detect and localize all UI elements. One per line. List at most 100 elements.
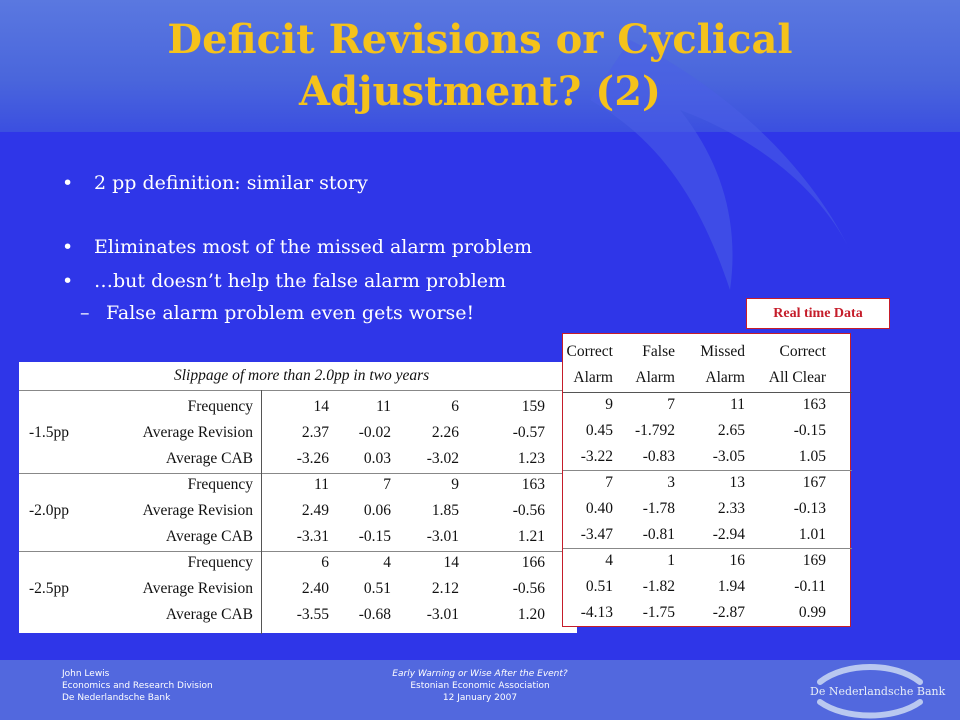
background-swoosh (590, 40, 850, 290)
column-header: Alarm (635, 369, 675, 386)
table-cell: -3.22 (580, 448, 613, 465)
table-cell: 1.94 (717, 578, 745, 595)
table-cell: -0.02 (358, 424, 391, 441)
table-rule (19, 390, 577, 391)
table-cell: 2.49 (301, 502, 329, 519)
table-cell: 166 (521, 554, 545, 571)
slide-title: Deficit Revisions or Cyclical Adjustment… (0, 14, 960, 118)
column-header: Correct (779, 343, 826, 360)
footer-author-name: John Lewis (62, 669, 110, 679)
table-cell: 0.45 (585, 422, 613, 439)
column-header: Correct (566, 343, 613, 360)
table-cell: 163 (521, 476, 545, 493)
table-cell: -1.792 (634, 422, 675, 439)
table-cell: -3.31 (296, 528, 329, 545)
table-cell: 7 (667, 396, 675, 413)
table-cell: -3.55 (296, 606, 329, 623)
table-cell: -0.81 (642, 526, 675, 543)
table-cell: -3.01 (426, 606, 459, 623)
measure-label: Average CAB (165, 450, 253, 467)
footer-author: John Lewis Economics and Research Divisi… (62, 668, 213, 704)
table-cell: 2.40 (301, 580, 329, 597)
measure-label: Average Revision (142, 580, 253, 597)
column-header: All Clear (768, 369, 826, 386)
measure-label: Frequency (187, 554, 253, 571)
table-cell: 1 (667, 552, 675, 569)
table-cell: 4 (383, 554, 391, 571)
real-time-data-label: Real time Data (746, 298, 890, 329)
slide-title-line-1: Deficit Revisions or Cyclical (167, 16, 793, 63)
group-label: -2.0pp (29, 502, 70, 519)
table-cell: 1.05 (798, 448, 826, 465)
table-cell: -1.75 (642, 604, 675, 621)
footer-institution: De Nederlandsche Bank (62, 693, 171, 703)
table-cell: -3.01 (426, 528, 459, 545)
sub-bullet-text: False alarm problem even gets worse! (106, 302, 475, 324)
table-cell: -3.05 (712, 448, 745, 465)
table-cell: -2.94 (712, 526, 745, 543)
table-cell: 0.03 (363, 450, 391, 467)
group-divider (563, 548, 852, 549)
bullet-symbol: • (62, 236, 74, 258)
bullet-symbol: • (62, 270, 74, 292)
table-cell: 16 (729, 552, 746, 569)
table-cell: 11 (314, 476, 329, 493)
table-cell: -1.78 (642, 500, 675, 517)
table-cell: 0.99 (798, 604, 826, 621)
column-header: False (642, 343, 675, 360)
table-cell: 2.26 (431, 424, 459, 441)
dnb-logo-icon (817, 664, 923, 719)
footer-date: 12 January 2007 (442, 693, 518, 703)
table-cell: -2.87 (712, 604, 745, 621)
group-label: -2.5pp (29, 580, 70, 597)
group-divider (19, 473, 577, 474)
header-rule (563, 392, 852, 393)
bullet-text: …but doesn’t help the false alarm proble… (94, 270, 507, 292)
title-band (0, 0, 960, 132)
table-cell: 7 (383, 476, 391, 493)
table-cell: 0.51 (585, 578, 613, 595)
table-cell: 2.33 (717, 500, 745, 517)
group-divider (19, 551, 577, 552)
table-cell: -4.13 (580, 604, 613, 621)
table-cell: 9 (605, 396, 613, 413)
table-cell: 1.20 (517, 606, 545, 623)
table-cell: -0.83 (642, 448, 675, 465)
table-cell: 0.40 (585, 500, 613, 517)
sub-bullet-symbol: – (80, 302, 90, 324)
measure-label: Average Revision (142, 502, 253, 519)
footer: John Lewis Economics and Research Divisi… (0, 660, 960, 720)
table-cell: 7 (605, 474, 613, 491)
table-cell: 1.23 (517, 450, 545, 467)
table-cell: 2.65 (717, 422, 745, 439)
table-cell: 2.37 (301, 424, 329, 441)
table-cell: -0.15 (358, 528, 391, 545)
measure-label: Frequency (187, 398, 253, 415)
table-caption: Slippage of more than 2.0pp in two years (174, 367, 430, 384)
group-divider (563, 470, 852, 471)
table-cell: 169 (802, 552, 826, 569)
table-cell: -0.15 (793, 422, 826, 439)
bullet-text: 2 pp definition: similar story (94, 172, 368, 194)
table-cell: 14 (443, 554, 460, 571)
slippage-table: Slippage of more than 2.0pp in two years… (19, 362, 577, 634)
table-cell: 159 (521, 398, 545, 415)
table-cell: 0.06 (363, 502, 391, 519)
measure-label: Average CAB (165, 528, 253, 545)
table-cell: 9 (451, 476, 459, 493)
table-cell: -0.13 (793, 500, 826, 517)
column-divider (261, 390, 262, 634)
table-cell: 6 (451, 398, 459, 415)
column-header: Missed (700, 343, 745, 360)
footer-talk-title: Early Warning or Wise After the Event? (392, 669, 568, 679)
measure-label: Frequency (187, 476, 253, 493)
table-cell: 167 (802, 474, 826, 491)
bullet-text: Eliminates most of the missed alarm prob… (94, 236, 532, 258)
table-cell: -3.02 (426, 450, 459, 467)
table-cell: -0.68 (358, 606, 391, 623)
footer-logo-text: De Nederlandsche Bank (810, 685, 946, 698)
table-cell: -0.11 (794, 578, 826, 595)
table-cell: -1.82 (642, 578, 675, 595)
table-cell: 13 (729, 474, 746, 491)
group-label: -1.5pp (29, 424, 70, 441)
